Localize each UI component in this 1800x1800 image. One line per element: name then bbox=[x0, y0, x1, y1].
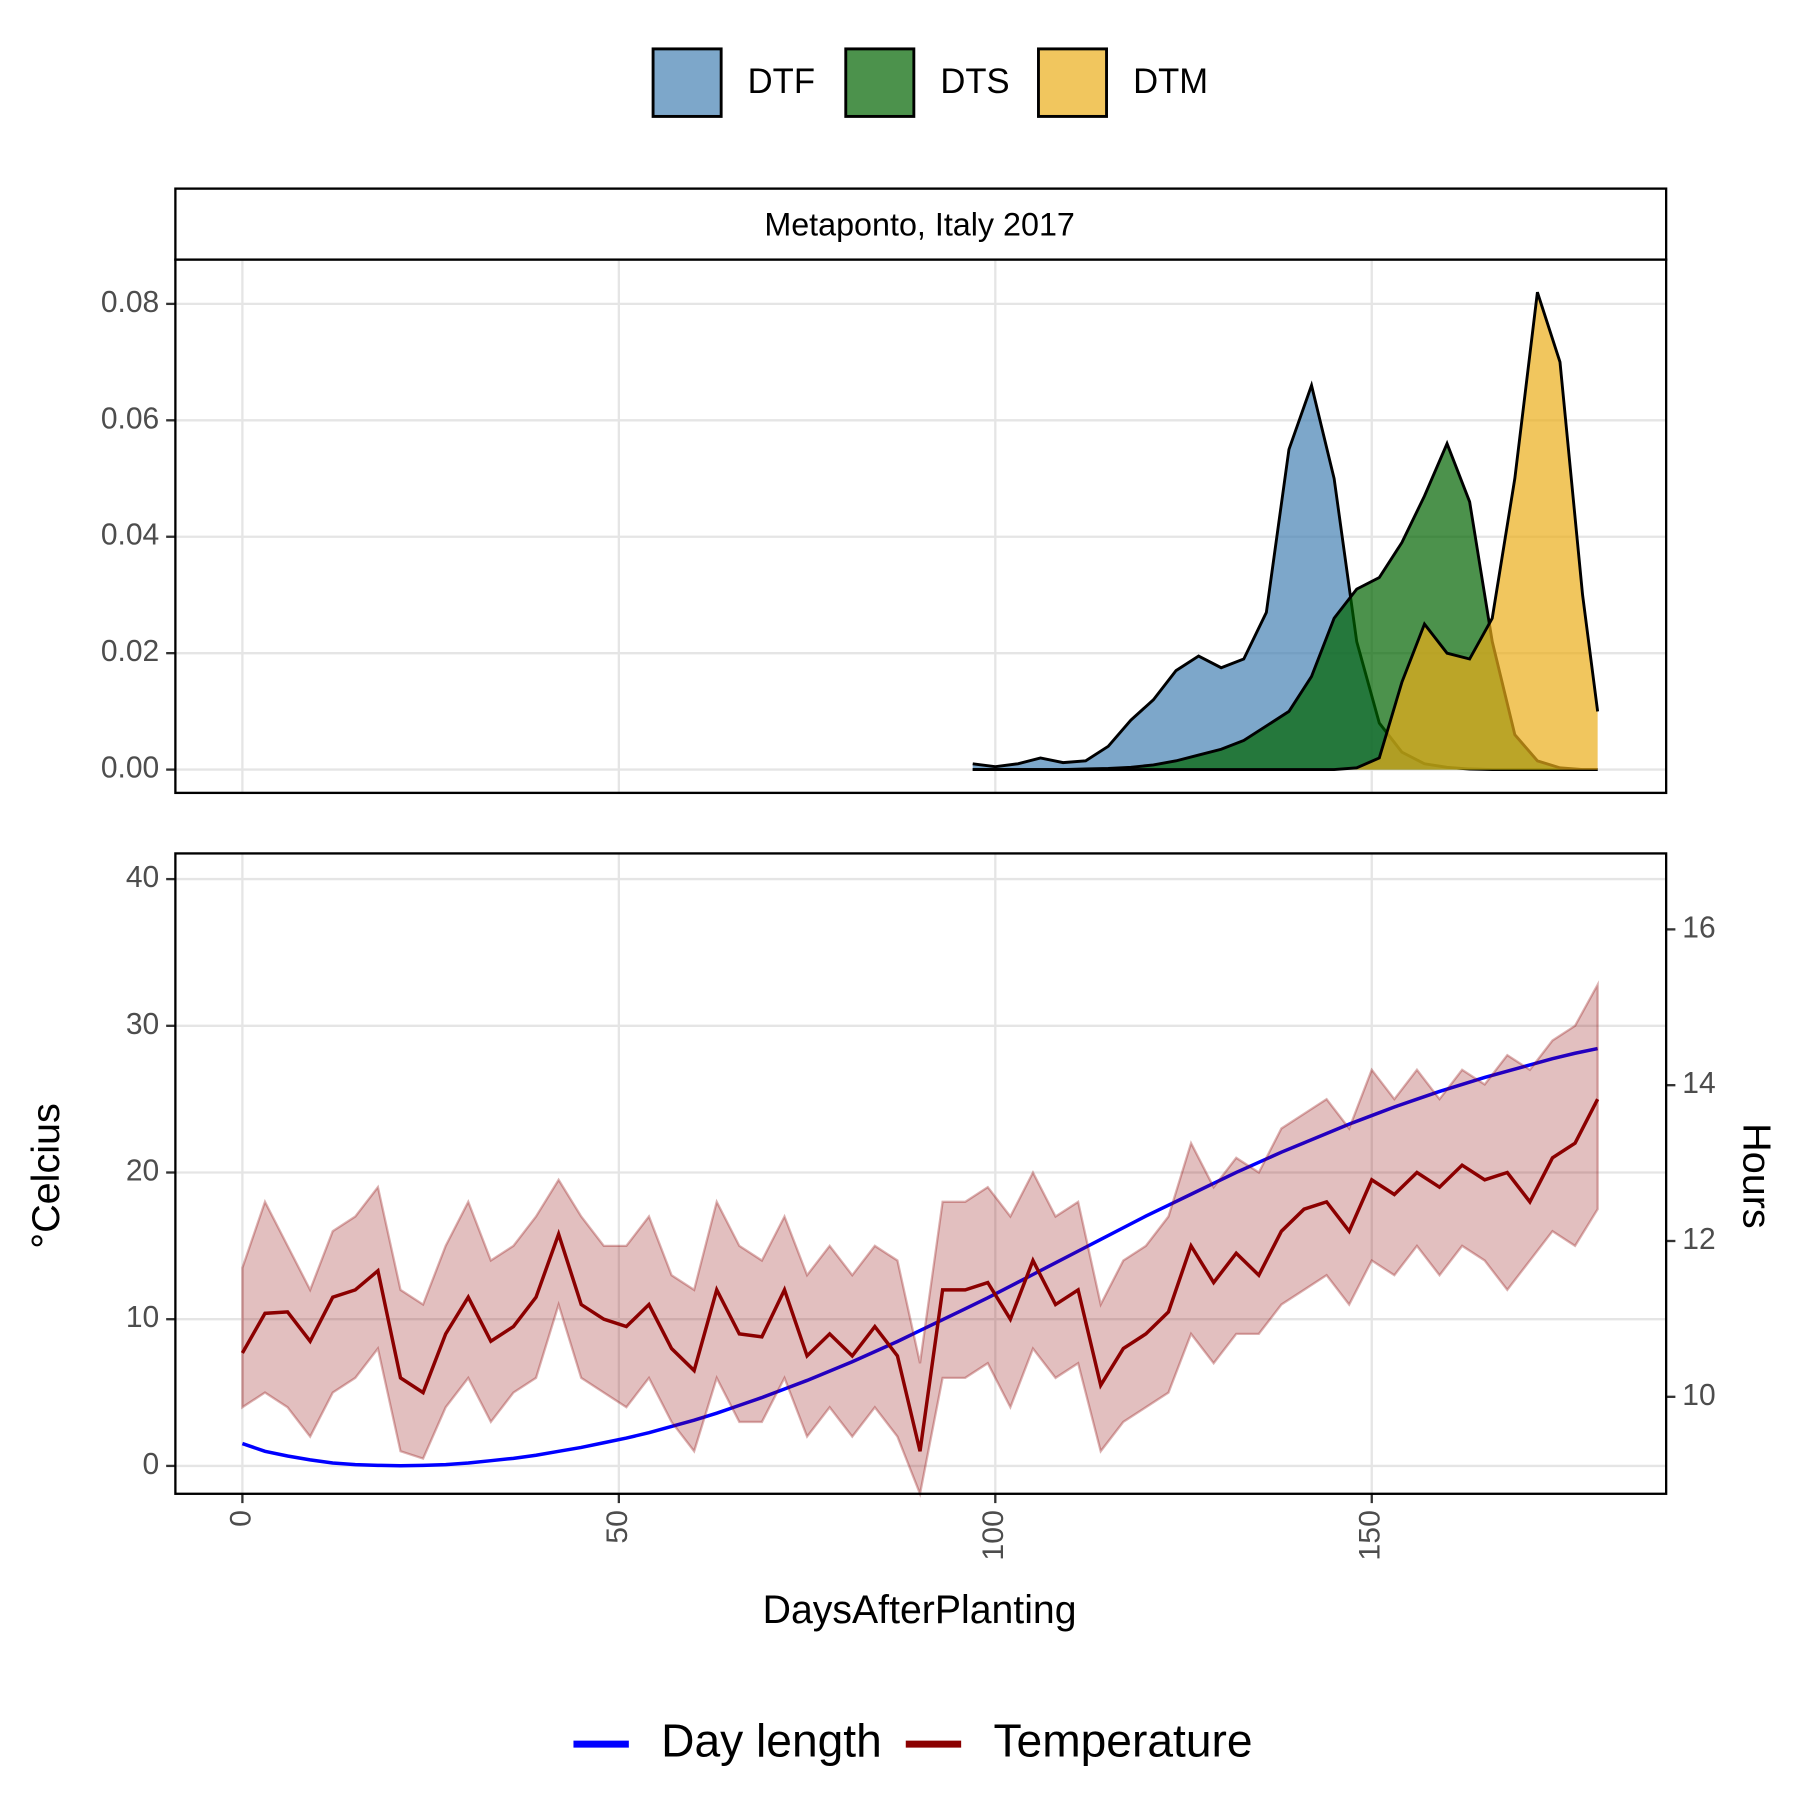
legend-label: DTS bbox=[940, 63, 1009, 101]
y2-tick-label: 14 bbox=[1682, 1067, 1715, 1100]
y-tick-label: 10 bbox=[126, 1301, 159, 1334]
y-tick-label: 20 bbox=[126, 1154, 159, 1187]
strip-title: Metaponto, Italy 2017 bbox=[764, 207, 1075, 243]
x-tick-label: 50 bbox=[601, 1510, 634, 1544]
y-tick-label: 0.08 bbox=[101, 286, 159, 319]
y-tick-label: 0.00 bbox=[101, 751, 159, 784]
y-tick-label: 40 bbox=[126, 861, 159, 894]
y-axis-label: °Celcius bbox=[24, 1103, 68, 1249]
y-tick-label: 0.04 bbox=[101, 519, 159, 552]
series-line bbox=[240, 1098, 1600, 1452]
legend-key bbox=[651, 47, 723, 118]
strip bbox=[174, 187, 1668, 261]
density-area bbox=[972, 385, 1598, 770]
x-tick-label: 150 bbox=[1354, 1510, 1387, 1560]
panel-border bbox=[174, 852, 1668, 1495]
density-area bbox=[972, 292, 1598, 770]
y-tick-label: 0 bbox=[143, 1448, 160, 1481]
y2-tick-label: 10 bbox=[1682, 1379, 1715, 1412]
y2-tick-label: 16 bbox=[1682, 911, 1715, 944]
legend-label: Temperature bbox=[993, 1714, 1252, 1766]
ribbon bbox=[241, 980, 1599, 1498]
x-axis-label: DaysAfterPlanting bbox=[763, 1588, 1077, 1632]
y2-axis-label: Hours bbox=[1735, 1123, 1779, 1229]
x-tick-label: 100 bbox=[977, 1510, 1010, 1560]
y-tick-label: 0.02 bbox=[101, 635, 159, 668]
legend-label: DTF bbox=[748, 63, 815, 101]
legend-key bbox=[844, 47, 916, 118]
panel-border bbox=[174, 258, 1668, 795]
legend-label: DTM bbox=[1133, 63, 1208, 101]
y-tick-label: 0.06 bbox=[101, 402, 159, 435]
x-tick-label: 0 bbox=[224, 1510, 257, 1527]
y2-tick-label: 12 bbox=[1682, 1223, 1715, 1256]
series-line bbox=[241, 1046, 1598, 1468]
y-tick-label: 30 bbox=[126, 1008, 159, 1041]
density-line bbox=[972, 291, 1600, 772]
legend-label: Day length bbox=[661, 1714, 882, 1766]
legend-key bbox=[1037, 47, 1108, 118]
